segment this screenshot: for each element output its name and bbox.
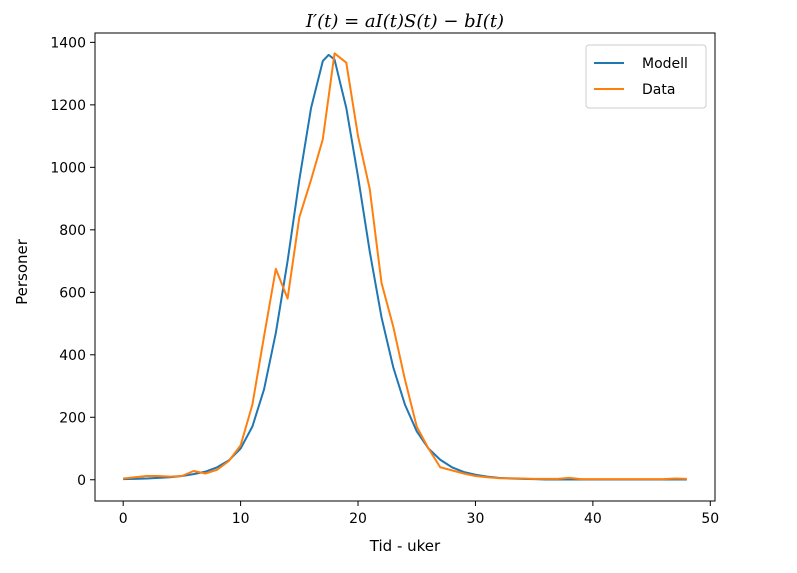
legend: Modell Data [585,44,707,109]
y-tick-label: 800 [59,223,86,239]
legend-box [585,44,707,109]
x-tick-label: 30 [467,511,485,527]
y-tick-label: 1000 [50,160,86,176]
series-line-data [123,52,687,481]
y-tick-label: 0 [77,473,86,489]
y-tick-label: 200 [59,410,86,426]
x-tick-label: 10 [232,511,250,527]
legend-label-modell: Modell [642,56,688,72]
y-tick-label: 600 [59,285,86,301]
x-axis-ticks: 0 10 20 30 40 50 [119,501,719,527]
x-tick-label: 0 [119,511,128,527]
y-tick-label: 400 [59,348,86,364]
plot-frame [94,32,716,502]
series-layer [123,52,687,481]
y-tick-label: 1200 [50,98,86,114]
legend-label-data: Data [642,82,675,98]
x-tick-label: 40 [584,511,602,527]
x-tick-label: 20 [349,511,367,527]
chart-title: I′(t) = aI(t)S(t) − bI(t) [305,11,504,32]
x-tick-label: 50 [701,511,719,527]
y-axis-label: Personer [13,238,31,305]
series-line-modell [123,53,687,481]
plot-area: 0 10 20 30 40 50 0 200 400 600 800 1000 1200 1400 [50,32,719,527]
x-axis-label: Tid - uker [369,537,441,555]
y-tick-label: 1400 [50,35,86,51]
y-axis-ticks: 0 200 400 600 800 1000 1200 1400 [50,35,95,489]
